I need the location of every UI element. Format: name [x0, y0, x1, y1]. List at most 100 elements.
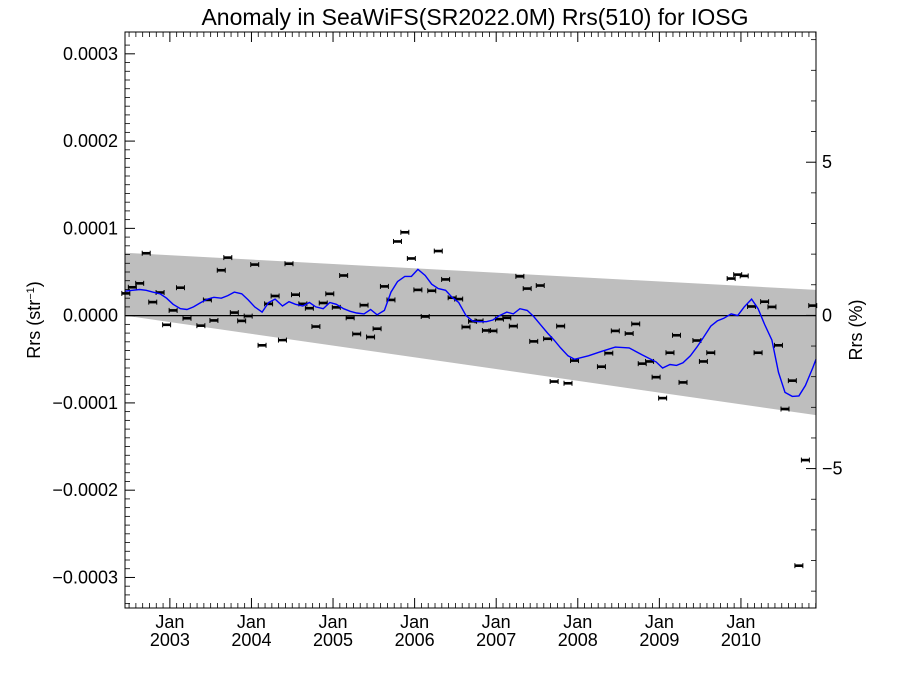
data-point: [392, 238, 402, 244]
data-point: [610, 328, 620, 334]
x-tick-year-label: 2009: [639, 630, 679, 650]
data-point: [127, 284, 137, 290]
data-point: [794, 563, 804, 569]
data-point: [461, 324, 471, 330]
data-point: [135, 280, 145, 286]
data-point: [773, 342, 783, 348]
smoothed-line: [124, 268, 817, 398]
y-tick-label: 0.0000: [63, 306, 118, 326]
data-point: [264, 301, 274, 307]
data-point: [698, 358, 708, 364]
data-point: [339, 272, 349, 278]
data-point: [535, 283, 545, 289]
data-point: [787, 378, 797, 384]
y2-tick-label: 0: [822, 305, 832, 325]
y-tick-label: −0.0001: [52, 393, 118, 413]
y-tick-label: 0.0002: [63, 131, 118, 151]
x-tick-month-label: Jan: [319, 612, 348, 632]
data-point: [596, 364, 606, 370]
x-tick-month-label: Jan: [726, 612, 755, 632]
data-point: [433, 248, 443, 254]
data-point: [270, 293, 280, 299]
x-tick-month-label: Jan: [645, 612, 674, 632]
data-point: [706, 350, 716, 356]
data-point: [678, 379, 688, 385]
data-point: [800, 457, 810, 463]
x-tick-month-label: Jan: [237, 612, 266, 632]
data-point: [665, 350, 675, 356]
data-point: [379, 283, 389, 289]
data-point: [345, 315, 355, 321]
data-point: [175, 285, 185, 291]
confidence-band: [125, 252, 816, 416]
data-point: [209, 317, 219, 323]
data-point: [631, 321, 641, 327]
data-point: [223, 255, 233, 261]
data-point: [808, 303, 818, 309]
data-point: [739, 273, 749, 279]
data-point: [257, 342, 267, 348]
data-point: [556, 323, 566, 329]
data-point: [651, 374, 661, 380]
data-point: [243, 313, 253, 319]
data-point: [522, 286, 532, 292]
data-point: [604, 350, 614, 356]
x-tick-year-label: 2004: [231, 630, 271, 650]
data-point: [311, 324, 321, 330]
data-point: [671, 332, 681, 338]
y-axis-label-close: ): [24, 281, 44, 287]
data-point: [488, 328, 498, 334]
data-point: [366, 334, 376, 340]
data-point: [529, 338, 539, 344]
data-point: [400, 229, 410, 235]
y2-axis-label: Rrs (%): [846, 300, 866, 361]
data-point: [549, 379, 559, 385]
data-point: [767, 304, 777, 310]
data-point: [196, 323, 206, 329]
x-tick-month-label: Jan: [400, 612, 429, 632]
y2-tick-label: −5: [822, 459, 843, 479]
data-point: [780, 406, 790, 412]
data-point: [563, 380, 573, 386]
data-point: [427, 288, 437, 294]
data-point: [284, 261, 294, 267]
data-point: [250, 262, 260, 268]
data-point: [502, 315, 512, 321]
x-tick-year-label: 2008: [558, 630, 598, 650]
axes-layer: [124, 31, 817, 609]
smoothed-line-layer: [124, 268, 817, 398]
data-point: [624, 331, 634, 337]
x-tick-year-label: 2010: [721, 630, 761, 650]
data-point: [413, 287, 423, 293]
data-point: [441, 276, 451, 282]
data-point: [277, 337, 287, 343]
data-point: [406, 255, 416, 261]
plot-frame: [124, 31, 817, 609]
x-tick-month-label: Jan: [155, 612, 184, 632]
confidence-band-layer: [125, 252, 816, 416]
data-point: [148, 299, 158, 305]
data-point: [515, 273, 525, 279]
data-point: [658, 395, 668, 401]
data-point: [352, 331, 362, 337]
data-point: [304, 305, 314, 311]
y-axis-label-sup: −1: [25, 287, 37, 300]
x-tick-month-label: Jan: [563, 612, 592, 632]
y2-tick-label: 5: [822, 152, 832, 172]
data-point: [508, 323, 518, 329]
data-point: [753, 350, 763, 356]
x-tick-year-label: 2003: [150, 630, 190, 650]
data-point: [162, 322, 172, 328]
y-axis-label: Rrs (str−1): [24, 281, 44, 359]
y-tick-label: −0.0003: [52, 567, 118, 587]
y-axis-label-main: Rrs (str: [24, 300, 44, 359]
data-point: [420, 314, 430, 320]
x-tick-year-label: 2006: [395, 630, 435, 650]
data-point: [182, 315, 192, 321]
x-tick-month-label: Jan: [482, 612, 511, 632]
data-point: [168, 307, 178, 313]
chart-title: Anomaly in SeaWiFS(SR2022.0M) Rrs(510) f…: [201, 4, 748, 30]
data-point: [291, 292, 301, 298]
y-tick-label: −0.0002: [52, 480, 118, 500]
